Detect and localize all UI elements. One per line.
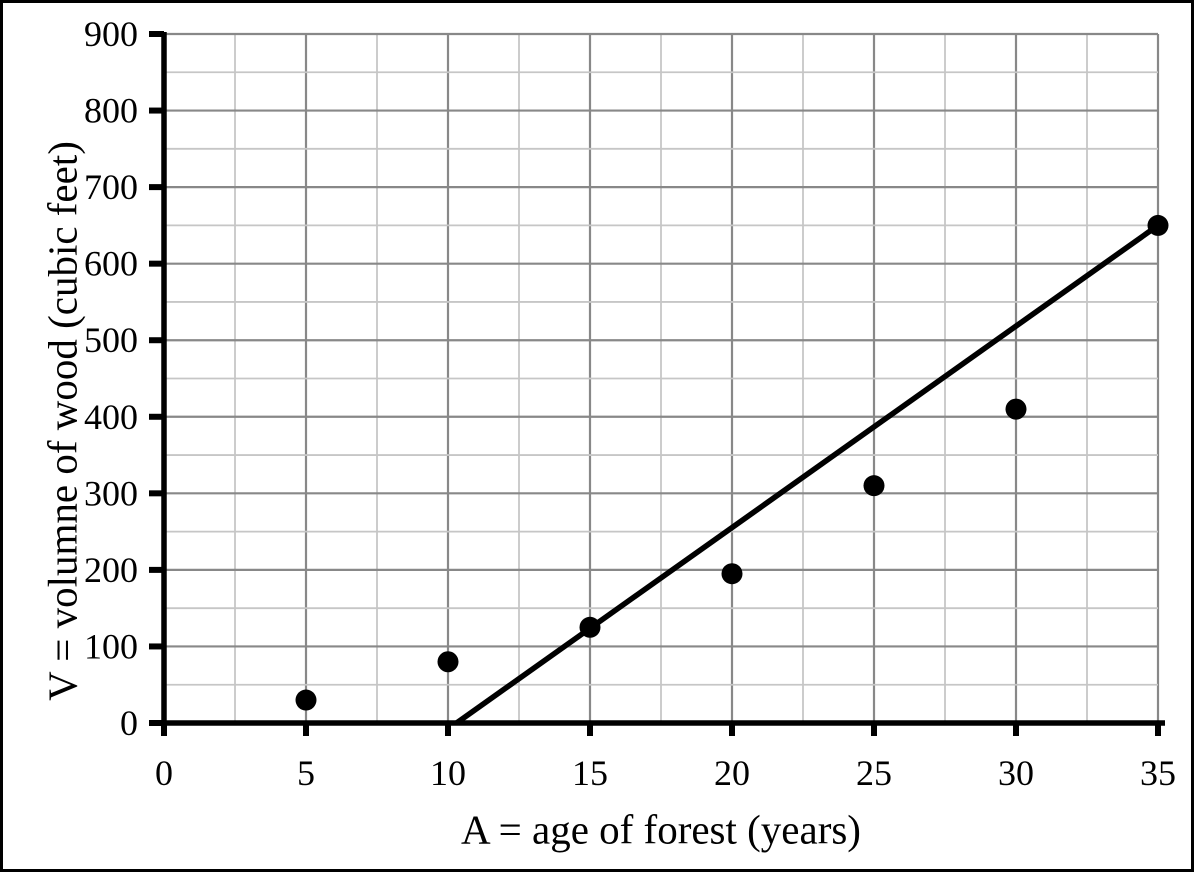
y-tick-label: 400 [84,397,138,437]
x-tick-label: 30 [998,753,1034,793]
trend-line [454,223,1160,726]
y-tick-label: 500 [84,320,138,360]
y-tick-label: 200 [84,550,138,590]
data-point-marker [295,689,317,711]
x-tick-label: 5 [297,753,315,793]
data-point-marker [437,651,459,673]
data-point-marker [863,475,885,497]
x-axis-title: A = age of forest (years) [461,806,861,853]
y-tick-label: 700 [84,167,138,207]
y-tick-label: 800 [84,91,138,131]
y-tick-label: 900 [84,14,138,54]
data-point-marker [1147,214,1169,236]
scatter-plot-canvas: 0 5 10 15 20 25 30 35 0 100 200 300 400 500 600 700 800 9… [84,14,1176,793]
y-tick-label: 300 [84,473,138,513]
y-axis-title: V = volumne of wood (cubic feet) [39,141,86,701]
x-tick-label: 25 [856,753,892,793]
y-tick-label: 100 [84,626,138,666]
x-tick-label: 20 [714,753,750,793]
y-tick-label: 600 [84,244,138,284]
data-point-marker [721,563,743,585]
y-tick-label: 0 [120,703,138,743]
data-point-marker [1005,398,1027,420]
x-tick-label: 0 [155,753,173,793]
x-tick-label: 10 [430,753,466,793]
x-tick-label: 15 [572,753,608,793]
x-tick-label: 35 [1140,753,1176,793]
data-point-marker [579,616,601,638]
